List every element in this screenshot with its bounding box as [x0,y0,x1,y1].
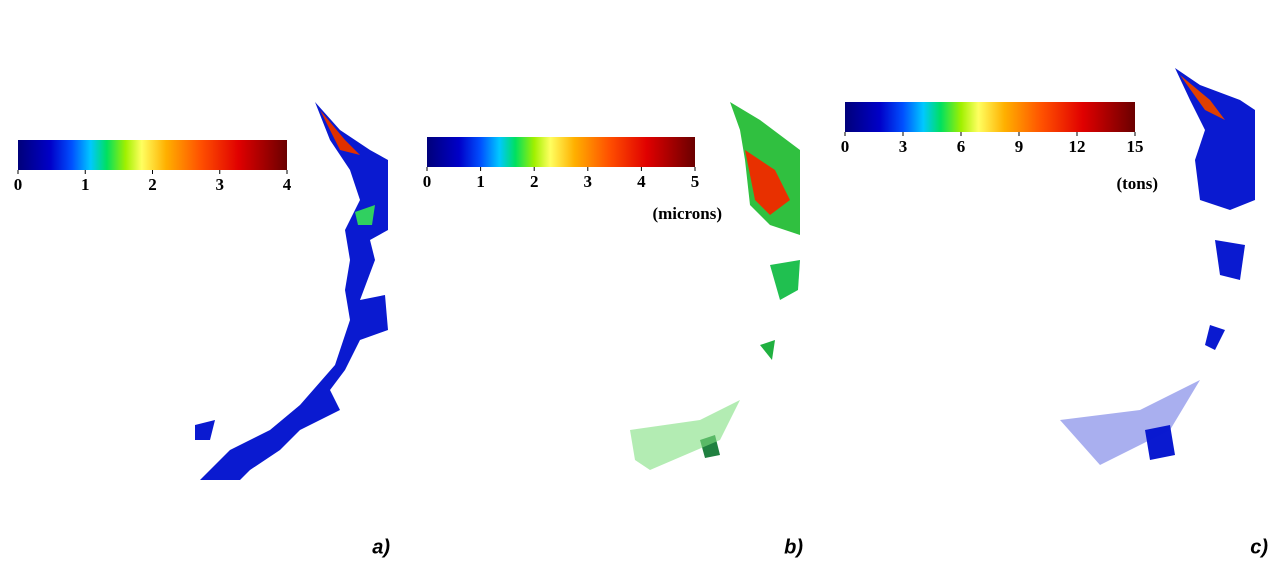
map-c [1060,68,1255,465]
panel-label: a) [372,536,390,558]
colorbar [427,137,695,167]
panel-label: b) [784,536,803,558]
colorbar-tick-label: 0 [14,175,23,194]
colorbar-tick-label: 15 [1127,137,1144,156]
colorbar-tick-label: 2 [148,175,157,194]
colorbar-tick-label: 2 [530,172,539,191]
colorbar-tick-label: 4 [283,175,292,194]
colorbar-tick-label: 3 [584,172,593,191]
colorbar-tick-label: 1 [476,172,485,191]
colorbar-tick-label: 0 [841,137,850,156]
colorbar-tick-label: 0 [423,172,432,191]
colorbar-unit: (tons) [1116,174,1158,193]
colorbar-tick-label: 4 [637,172,646,191]
map-b [630,102,800,470]
colorbar-tick-label: 3 [216,175,225,194]
colorbar [18,140,287,170]
colorbar-unit: (microns) [652,204,722,223]
colorbar-tick-label: 12 [1069,137,1086,156]
map-a [195,102,388,480]
colorbar-tick-label: 3 [899,137,908,156]
colorbar-tick-label: 9 [1015,137,1024,156]
colorbar-tick-label: 6 [957,137,966,156]
colorbar-tick-label: 5 [691,172,700,191]
colorbar-tick-label: 1 [81,175,90,194]
panel-label: c) [1250,536,1268,558]
colorbar [845,102,1135,132]
